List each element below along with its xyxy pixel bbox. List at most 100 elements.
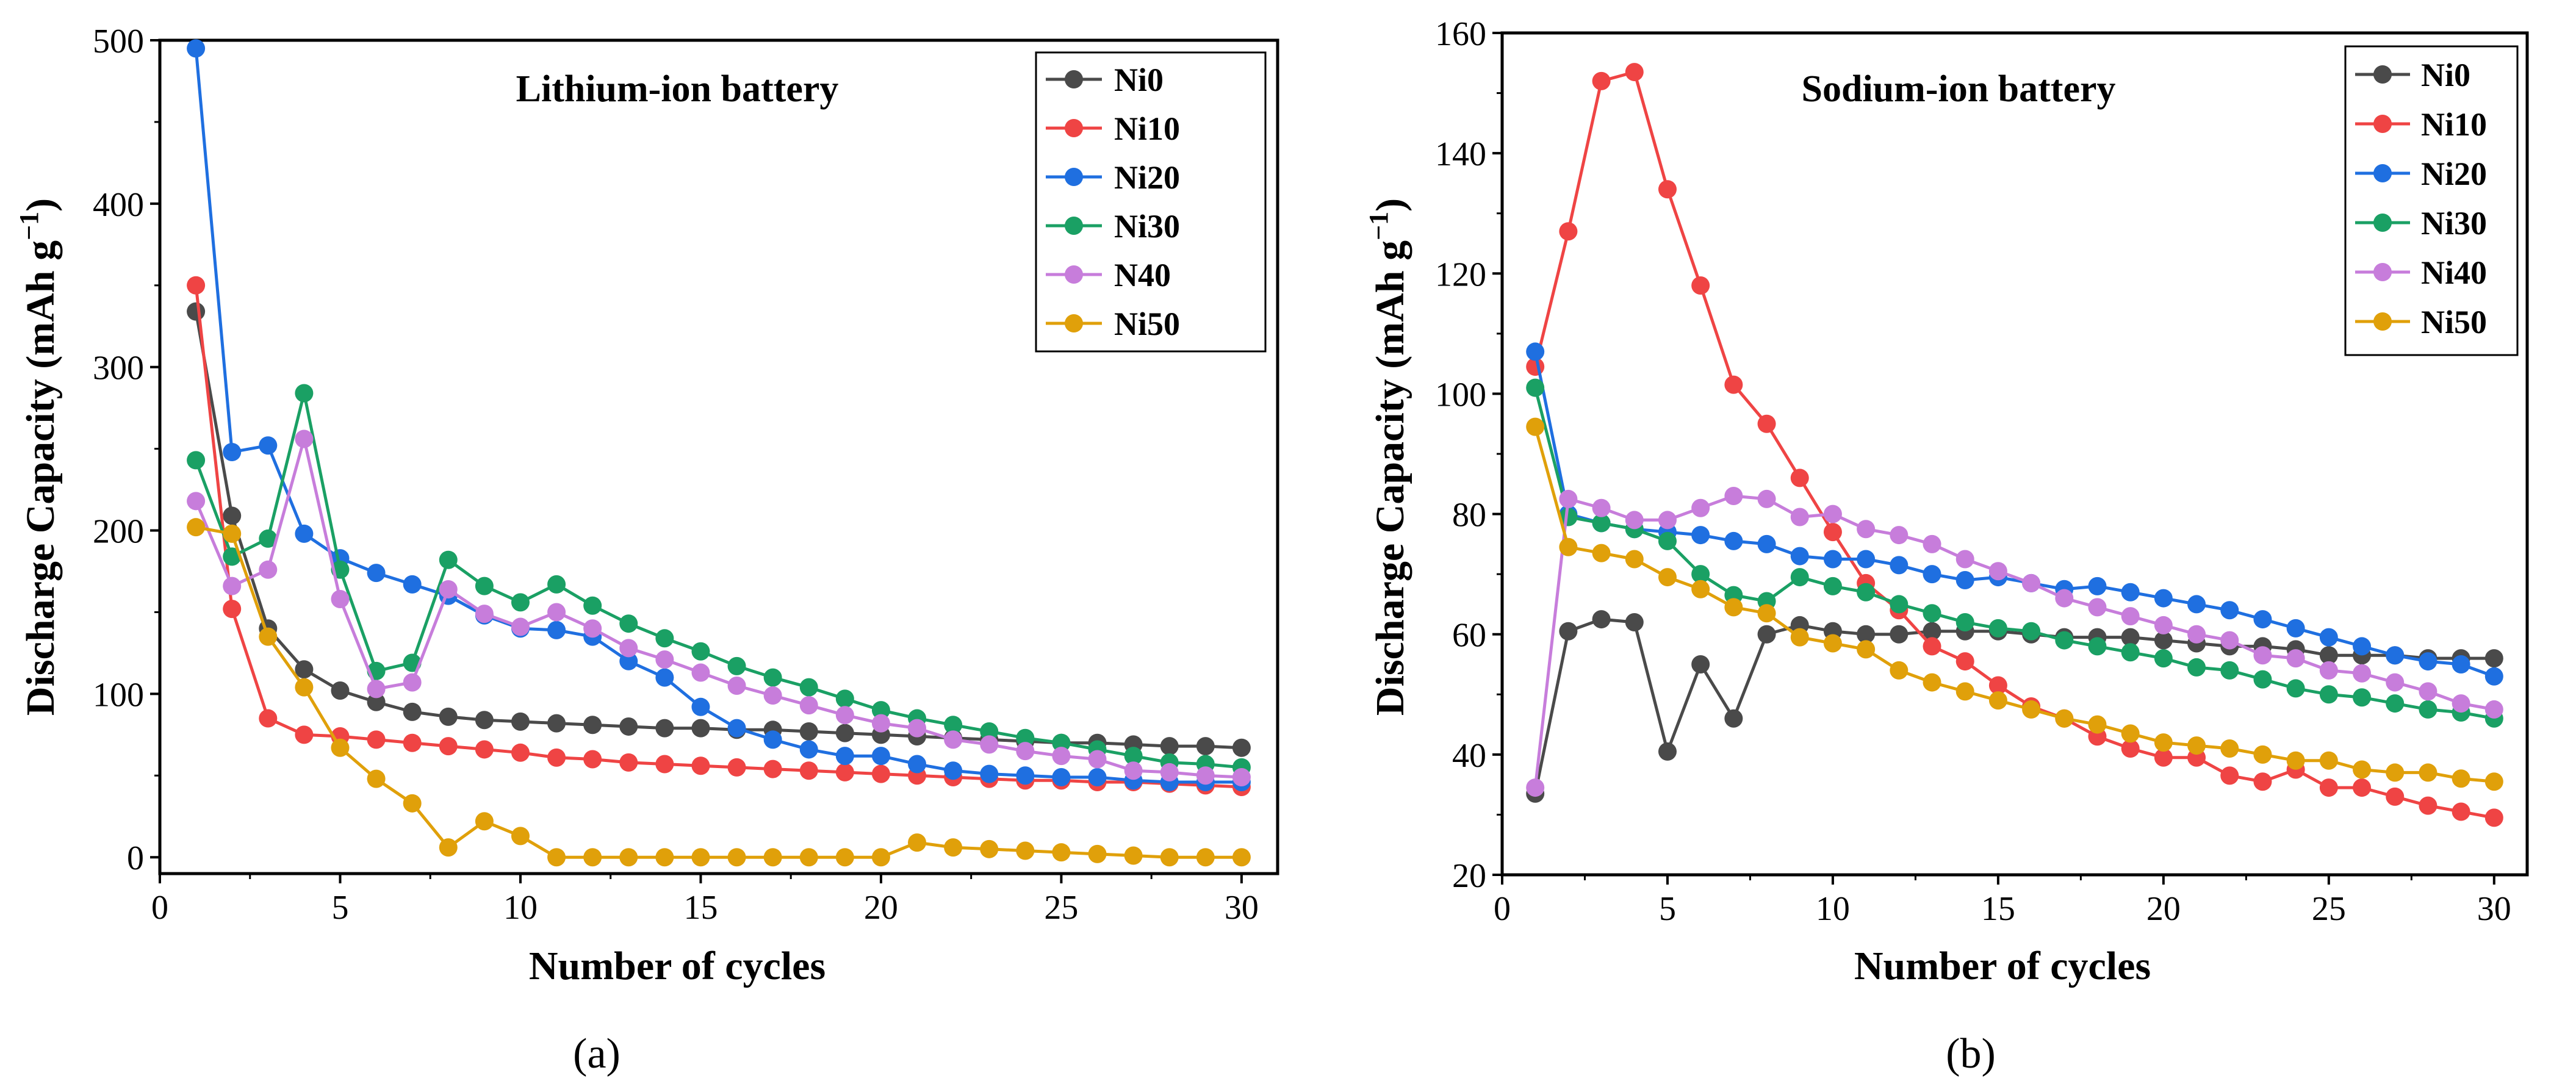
- data-point: [2154, 649, 2173, 668]
- data-point: [1890, 526, 1909, 545]
- legend-label: Ni50: [2421, 304, 2487, 340]
- data-point: [871, 848, 890, 867]
- legend-item-ni0: Ni0: [1046, 62, 1164, 98]
- data-point: [2286, 649, 2305, 668]
- data-point: [980, 839, 999, 858]
- data-point: [583, 848, 602, 867]
- data-point: [367, 680, 386, 699]
- data-point: [2319, 661, 2338, 680]
- data-point: [2121, 583, 2140, 602]
- data-point: [1724, 375, 1743, 394]
- data-point: [2088, 577, 2107, 595]
- data-point: [583, 596, 602, 615]
- data-point: [547, 848, 566, 867]
- data-point: [259, 436, 278, 455]
- data-point: [439, 550, 458, 569]
- data-point: [1052, 733, 1071, 752]
- legend-marker: [2373, 65, 2392, 84]
- data-point: [1790, 508, 1809, 526]
- data-point: [403, 575, 422, 594]
- data-point: [2220, 631, 2239, 650]
- data-point: [1790, 547, 1809, 566]
- data-point: [2253, 610, 2272, 629]
- y-axis-title-sup-a: −1: [14, 212, 44, 240]
- data-point: [1124, 747, 1143, 766]
- data-point: [2419, 763, 2437, 782]
- data-point: [2484, 700, 2503, 719]
- data-point: [1724, 709, 1743, 728]
- data-point: [908, 719, 927, 738]
- data-point: [1757, 625, 1776, 644]
- legend-box-a: [1035, 51, 1267, 353]
- data-point: [2319, 628, 2338, 647]
- chart-title-a: Lithium-ion battery: [516, 68, 839, 110]
- legend-item-ni0: Ni0: [2355, 57, 2470, 93]
- data-point: [1196, 848, 1215, 867]
- data-point: [2253, 670, 2272, 689]
- data-point: [583, 750, 602, 769]
- y-tick-label: 20: [1452, 857, 1486, 895]
- data-point: [1757, 534, 1776, 553]
- data-point: [871, 714, 890, 733]
- data-point: [1923, 534, 1941, 553]
- legend-marker: [1065, 119, 1083, 137]
- data-point: [1625, 550, 1644, 569]
- series-n40: [187, 429, 1251, 786]
- data-point: [655, 755, 674, 774]
- data-point: [835, 724, 854, 742]
- data-point: [1923, 565, 1941, 584]
- data-point: [2353, 637, 2372, 656]
- y-tick-label: 120: [1435, 256, 1486, 293]
- data-point: [1923, 604, 1941, 623]
- data-point: [1691, 655, 1710, 674]
- data-point: [908, 755, 927, 774]
- data-point: [691, 719, 710, 738]
- series-layer-b: [1526, 63, 2503, 827]
- data-point: [727, 676, 746, 695]
- data-point: [1526, 778, 1545, 797]
- data-point: [223, 524, 242, 543]
- data-point: [583, 716, 602, 735]
- data-point: [187, 302, 206, 321]
- data-point: [331, 590, 350, 609]
- data-point: [1526, 342, 1545, 361]
- data-point: [691, 642, 710, 661]
- data-point: [223, 547, 242, 566]
- data-point: [1823, 634, 1842, 653]
- data-point: [799, 848, 818, 867]
- data-point: [1691, 526, 1710, 545]
- legend-marker: [2373, 164, 2392, 182]
- data-point: [1559, 222, 1578, 241]
- chart-title-b: Sodium-ion battery: [1802, 68, 2116, 110]
- data-point: [187, 518, 206, 537]
- data-point: [727, 719, 746, 738]
- data-point: [2419, 682, 2437, 701]
- data-point: [1955, 550, 1974, 569]
- data-point: [1823, 505, 1842, 523]
- data-point: [2253, 772, 2272, 791]
- x-tick-label: 10: [1816, 890, 1850, 928]
- x-tick-label: 30: [2477, 890, 2511, 928]
- data-point: [547, 575, 566, 594]
- data-point: [1923, 637, 1941, 656]
- data-point: [2484, 772, 2503, 791]
- data-point: [1658, 511, 1677, 530]
- legend-item-n40: N40: [1046, 257, 1171, 293]
- data-point: [403, 733, 422, 752]
- data-point: [1923, 622, 1941, 641]
- data-point: [1526, 417, 1545, 436]
- x-tick-label: 5: [1659, 890, 1676, 928]
- panel-label-b: (b): [1946, 1030, 1996, 1077]
- legend-item-ni10: Ni10: [1046, 110, 1180, 147]
- data-point: [1658, 531, 1677, 550]
- data-point: [2154, 631, 2173, 650]
- x-tick-label: 25: [2312, 890, 2346, 928]
- data-point: [295, 524, 314, 543]
- legend-marker: [2373, 263, 2392, 281]
- data-point: [2484, 649, 2503, 668]
- data-point: [2452, 694, 2470, 713]
- data-point: [259, 529, 278, 548]
- data-point: [1016, 841, 1035, 860]
